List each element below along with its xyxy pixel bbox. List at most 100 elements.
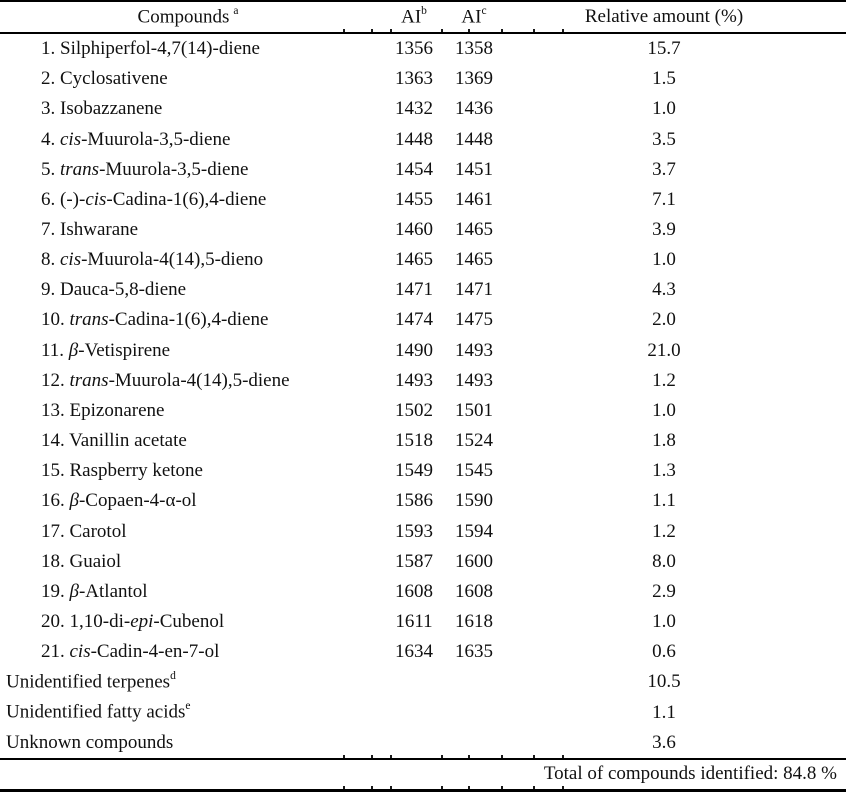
table-row: Unknown compounds 3.6: [0, 728, 846, 758]
compound-name-part: -Vetispirene: [78, 339, 171, 361]
ai-c-cell: 1436: [455, 98, 493, 120]
relative-amount-cell: 3.6: [652, 731, 676, 753]
compound-name-part: β: [69, 580, 79, 602]
column-boundary-tick: [371, 754, 373, 758]
relative-amount-cell: 3.9: [652, 219, 676, 241]
relative-amount-cell: 4.3: [652, 279, 676, 301]
column-header-ai-c-label: AI: [461, 6, 482, 28]
table-header-row: Compounds a AIb AIc Relative amount (%): [0, 2, 846, 32]
ai-b-cell: 1490: [395, 339, 433, 361]
compound-name-part: -Muurola-3,5-diene: [81, 128, 231, 150]
ai-c-cell: 1475: [455, 309, 493, 331]
ai-b-cell: 1608: [395, 580, 433, 602]
ai-c-cell: 1465: [455, 249, 493, 271]
ai-b-cell: 1432: [395, 98, 433, 120]
compound-name-part: epi: [130, 611, 154, 633]
footnote-marker-e: e: [185, 700, 191, 713]
compound-name-part: 10.: [41, 309, 70, 331]
compound-name-part: trans: [60, 158, 100, 180]
ai-c-cell: 1600: [455, 550, 493, 572]
relative-amount-cell: 0.6: [652, 641, 676, 663]
relative-amount-cell: 1.1: [652, 701, 676, 723]
ai-b-cell: 1471: [395, 279, 433, 301]
table-row: Unidentified terpenesd 10.5: [0, 667, 846, 697]
compound-name-part: 18. Guaiol: [41, 550, 122, 572]
compound-cell: 11. β-Vetispirene: [0, 340, 376, 362]
footnote-marker-d: d: [170, 670, 176, 683]
compound-cell: 9. Dauca-5,8-diene: [0, 279, 376, 301]
compound-cell: Unidentified fatty acidse: [0, 700, 376, 723]
compound-name-part: trans: [69, 309, 109, 331]
table-body: 1. Silphiperfol-4,7(14)-diene 1356 1358 15.…: [0, 34, 846, 758]
relative-amount-cell: 3.7: [652, 158, 676, 180]
relative-amount-cell: 2.0: [652, 309, 676, 331]
column-boundary-tick: [343, 754, 345, 758]
relative-amount-cell: 10.5: [647, 671, 681, 693]
column-boundary-tick: [441, 29, 443, 32]
relative-amount-cell: 1.5: [652, 68, 676, 90]
relative-amount-cell: 1.0: [652, 399, 676, 421]
table-row: 10. trans-Cadina-1(6),4-diene 1474 1475 2.0: [0, 305, 846, 335]
relative-amount-cell: 21.0: [647, 339, 681, 361]
table-row: 19. β-Atlantol 1608 1608 2.9: [0, 577, 846, 607]
compound-cell: Unidentified terpenesd: [0, 670, 376, 693]
relative-amount-cell: 1.8: [652, 430, 676, 452]
compound-name-part: 20. 1,10-di-: [41, 611, 131, 633]
compound-name-part: -Cadin-4-en-7-ol: [90, 641, 220, 663]
column-boundary-tick: [562, 754, 564, 758]
table-top-border: [0, 0, 846, 2]
compound-cell: 14. Vanillin acetate: [0, 430, 376, 452]
compound-name-part: 7. Ishwarane: [41, 219, 139, 241]
compound-name-part: Unidentified fatty acids: [6, 701, 186, 723]
table-row: 17. Carotol 1593 1594 1.2: [0, 517, 846, 547]
compound-name-part: 17. Carotol: [41, 520, 127, 542]
column-boundary-tick: [501, 29, 503, 32]
compound-name-part: 15. Raspberry ketone: [41, 460, 203, 482]
column-boundary-tick: [371, 785, 373, 789]
table-row: 8. cis-Muurola-4(14),5-dieno 1465 1465 1.0: [0, 245, 846, 275]
column-boundary-tick: [468, 754, 470, 758]
compound-name-part: 9. Dauca-5,8-diene: [41, 279, 187, 301]
ai-b-cell: 1493: [395, 369, 433, 391]
ai-b-cell: 1465: [395, 249, 433, 271]
relative-amount-cell: 15.7: [647, 38, 681, 60]
compound-name-part: 6. (-)-: [41, 188, 86, 210]
ai-b-cell: 1518: [395, 430, 433, 452]
compound-cell: 7. Ishwarane: [0, 219, 376, 241]
compound-name-part: -Copaen-4-α-ol: [78, 490, 197, 512]
table-row: 4. cis-Muurola-3,5-diene 1448 1448 3.5: [0, 124, 846, 154]
table-row: 21. cis-Cadin-4-en-7-ol 1634 1635 0.6: [0, 637, 846, 667]
compound-cell: 12. trans-Muurola-4(14),5-diene: [0, 370, 376, 392]
compound-name-part: β: [69, 490, 79, 512]
compound-name-part: cis: [60, 249, 82, 271]
ai-c-cell: 1461: [455, 188, 493, 210]
compound-name-part: -Muurola-3,5-diene: [99, 158, 249, 180]
compound-cell: 3. Isobazzanene: [0, 98, 376, 120]
compound-name-part: 4.: [41, 128, 60, 150]
table-row: 6. (-)-cis-Cadina-1(6),4-diene 1455 1461 7.…: [0, 185, 846, 215]
table-row: 1. Silphiperfol-4,7(14)-diene 1356 1358 15.…: [0, 34, 846, 64]
column-header-compounds-label: Compounds: [137, 6, 230, 28]
ai-b-cell: 1593: [395, 520, 433, 542]
column-boundary-tick: [468, 29, 470, 32]
compound-cell: 8. cis-Muurola-4(14),5-dieno: [0, 249, 376, 271]
table-row: 13. Epizonarene 1502 1501 1.0: [0, 396, 846, 426]
column-boundary-tick: [501, 785, 503, 789]
column-boundary-tick: [390, 754, 392, 758]
column-boundary-tick: [533, 785, 535, 789]
relative-amount-cell: 3.5: [652, 128, 676, 150]
column-boundary-tick: [441, 754, 443, 758]
table-row: 20. 1,10-di-epi-Cubenol 1611 1618 1.0: [0, 607, 846, 637]
ai-c-cell: 1501: [455, 399, 493, 421]
total-divider: [0, 754, 846, 760]
compound-name-part: -Cadina-1(6),4-diene: [108, 309, 269, 331]
table-row: 9. Dauca-5,8-diene 1471 1471 4.3: [0, 275, 846, 305]
compound-cell: 10. trans-Cadina-1(6),4-diene: [0, 309, 376, 331]
table-row: Unidentified fatty acidse 1.1: [0, 697, 846, 727]
compound-name-part: 19.: [41, 580, 70, 602]
relative-amount-cell: 1.2: [652, 369, 676, 391]
column-header-ai-c: AIc: [452, 5, 496, 28]
ai-b-cell: 1474: [395, 309, 433, 331]
compound-cell: 16. β-Copaen-4-α-ol: [0, 490, 376, 512]
